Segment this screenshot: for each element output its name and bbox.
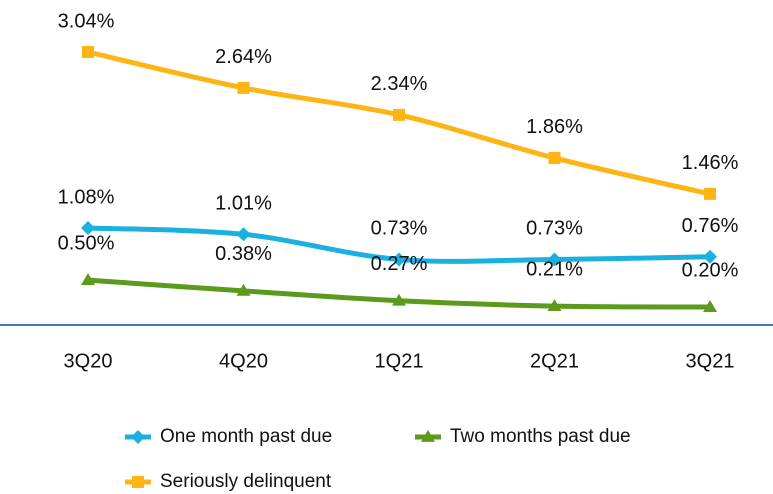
legend-label: Seriously delinquent bbox=[160, 471, 332, 492]
data-label: 3.04% bbox=[58, 10, 115, 32]
marker bbox=[703, 300, 717, 312]
data-label: 0.21% bbox=[526, 258, 583, 280]
data-label: 0.50% bbox=[58, 232, 115, 254]
data-label: 0.76% bbox=[682, 215, 739, 237]
legend-label: One month past due bbox=[160, 426, 332, 447]
x-tick-label: 2Q21 bbox=[530, 350, 579, 372]
data-label: 0.73% bbox=[526, 218, 583, 240]
data-label: 1.08% bbox=[58, 186, 115, 208]
marker bbox=[82, 46, 94, 58]
data-label: 0.38% bbox=[215, 243, 272, 265]
x-tick-label: 4Q20 bbox=[219, 350, 268, 372]
data-label: 1.86% bbox=[526, 116, 583, 138]
x-tick-label: 3Q21 bbox=[686, 350, 735, 372]
data-label: 0.20% bbox=[682, 259, 739, 281]
legend-label: Two months past due bbox=[450, 426, 631, 447]
marker bbox=[547, 299, 562, 312]
data-label: 0.73% bbox=[371, 218, 428, 240]
marker bbox=[236, 227, 251, 242]
marker bbox=[237, 81, 250, 94]
marker bbox=[392, 293, 406, 306]
data-label: 2.64% bbox=[215, 46, 272, 68]
data-label: 1.46% bbox=[682, 152, 739, 174]
data-label: 1.01% bbox=[215, 193, 272, 215]
marker bbox=[81, 273, 95, 285]
marker bbox=[703, 249, 717, 264]
marker bbox=[81, 221, 95, 236]
x-tick-label: 3Q20 bbox=[64, 350, 113, 372]
legend-marker bbox=[131, 430, 145, 444]
data-label: 0.27% bbox=[371, 253, 428, 275]
marker bbox=[547, 252, 562, 267]
marker bbox=[236, 283, 251, 296]
legend-marker bbox=[421, 430, 435, 442]
marker bbox=[704, 187, 716, 200]
data-label: 2.34% bbox=[371, 73, 428, 95]
marker bbox=[548, 151, 561, 164]
x-tick-label: 1Q21 bbox=[375, 350, 424, 372]
legend-marker bbox=[132, 476, 144, 488]
marker bbox=[392, 252, 406, 267]
marker bbox=[393, 108, 405, 121]
